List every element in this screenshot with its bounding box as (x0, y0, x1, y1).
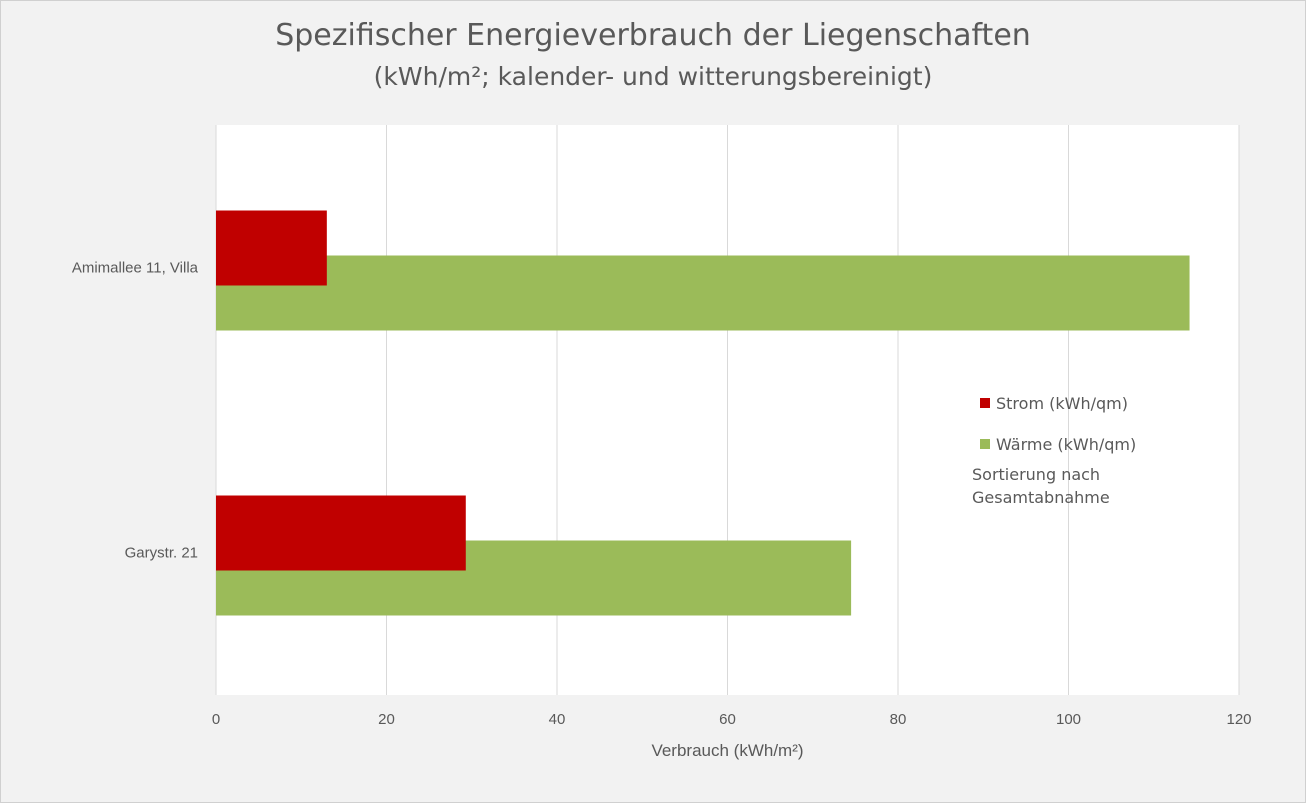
legend-label-strom: Strom (kWh/qm) (996, 393, 1128, 413)
bar-strom (216, 210, 327, 286)
chart-subtitle: (kWh/m²; kalender- und witterungsbereini… (373, 62, 933, 91)
x-tick-label: 80 (890, 711, 907, 728)
bar-waerme (216, 255, 1190, 331)
y-category-label: Garystr. 21 (125, 545, 198, 562)
legend-swatch-waerme (980, 439, 990, 449)
x-tick-label: 120 (1226, 711, 1251, 728)
x-tick-label: 100 (1056, 711, 1081, 728)
x-tick-label: 0 (212, 711, 220, 728)
x-tick-label: 40 (549, 711, 566, 728)
legend-swatch-strom (980, 398, 990, 408)
legend-item-waerme: Wärme (kWh/qm) (980, 433, 1136, 455)
chart-title: Spezifischer Energieverbrauch der Liegen… (275, 18, 1031, 53)
sort-note: Sortierung nach Gesamtabnahme (972, 465, 1110, 507)
bar-strom (216, 495, 466, 571)
legend: Strom (kWh/qm) Wärme (kWh/qm) (980, 392, 1136, 474)
y-category-label: Amimallee 11, Villa (72, 260, 199, 277)
legend-label-waerme: Wärme (kWh/qm) (996, 434, 1137, 454)
x-tick-label: 20 (378, 711, 395, 728)
x-axis-label: Verbrauch (kWh/m²) (651, 741, 803, 760)
legend-item-strom: Strom (kWh/qm) (980, 392, 1136, 414)
x-tick-label: 60 (719, 711, 736, 728)
